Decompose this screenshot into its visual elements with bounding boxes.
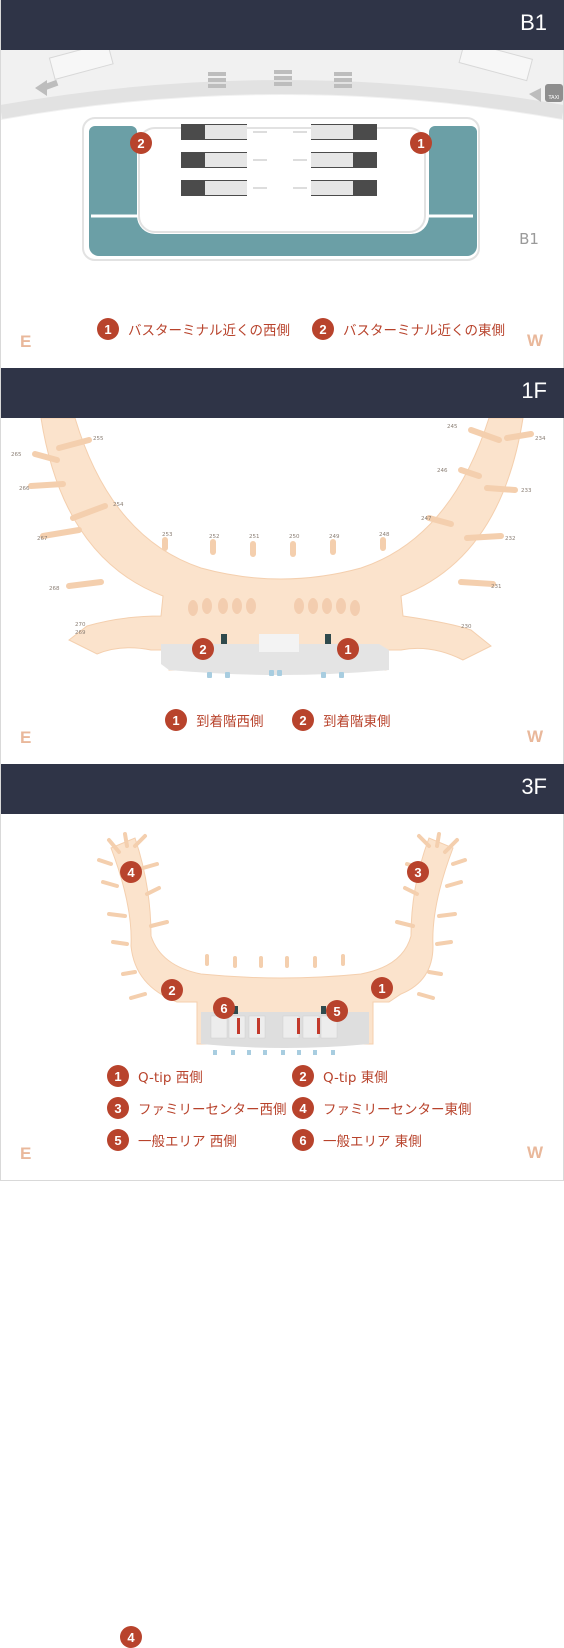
- legend-number: 6: [292, 1129, 314, 1151]
- gate-label: 252: [209, 534, 220, 540]
- b1-east-label: E: [20, 332, 32, 351]
- 1f-map: 255 265 266 254 267 268 270 269 253 252 …: [11, 418, 546, 678]
- gate-label: 230: [461, 624, 472, 630]
- 1f-marker-1[interactable]: 1: [337, 638, 359, 660]
- gate-label: 250: [289, 534, 300, 540]
- gate-label: 231: [491, 584, 502, 590]
- gate-label: 255: [93, 436, 104, 442]
- legend-text: ファミリーセンター東側: [323, 1102, 472, 1118]
- legend-number: 3: [107, 1097, 129, 1119]
- gate-label: 246: [437, 468, 448, 474]
- legend-number: 1: [97, 318, 119, 340]
- 3f-marker-2[interactable]: 2: [161, 979, 183, 1001]
- gate-label: 234: [535, 436, 546, 442]
- gate-label: 247: [421, 516, 432, 522]
- 3f-marker-4[interactable]: 4: [120, 1626, 142, 1648]
- 3f-legend-item-4[interactable]: 4 ファミリーセンター東側: [292, 1097, 472, 1119]
- legend-number: 5: [107, 1129, 129, 1151]
- 3f-legend-item-5[interactable]: 5 一般エリア 西側: [107, 1129, 237, 1151]
- b1-map: TAXI B1: [1, 50, 563, 261]
- gate-label: 266: [19, 486, 30, 492]
- legend-number: 2: [292, 1065, 314, 1087]
- taxi-icon: [545, 84, 563, 102]
- floor-1f-section: 1F 255 265 266 254 267 268 270 269: [0, 366, 564, 764]
- gate-label: 269: [75, 630, 86, 636]
- gate-label: 265: [11, 452, 22, 458]
- legend-text: バスターミナル近くの西側: [128, 323, 290, 339]
- gate-label: 232: [505, 536, 516, 542]
- b1-marker-1[interactable]: 1: [410, 132, 432, 154]
- legend-number: 4: [292, 1097, 314, 1119]
- legend-text: 到着階西側: [196, 714, 264, 730]
- floor-3f-header: 3F: [1, 764, 564, 814]
- floor-1f-title: 1F: [521, 378, 547, 403]
- floor-1f-header: 1F: [1, 368, 564, 418]
- 3f-legend-item-1[interactable]: 1 Q-tip 西側: [107, 1065, 203, 1087]
- b1-map-label: B1: [519, 230, 539, 248]
- b1-marker-2[interactable]: 2: [130, 132, 152, 154]
- gate-label: 268: [49, 586, 60, 592]
- floor-3f-title: 3F: [521, 774, 547, 799]
- gate-label: 254: [113, 502, 124, 508]
- legend-text: バスターミナル近くの東側: [343, 323, 505, 339]
- legend-number: 1: [107, 1065, 129, 1087]
- 3f-marker-5[interactable]: 5: [326, 1000, 348, 1022]
- gate-label: 233: [521, 488, 532, 494]
- b1-west-label: W: [527, 331, 544, 350]
- legend-text: Q-tip 東側: [323, 1070, 388, 1086]
- b1-legend-item-1[interactable]: 1 バスターミナル近くの西側: [97, 318, 290, 340]
- floor-b1-section: B1 TAXI B1 2 1 1: [0, 0, 564, 366]
- legend-number: 1: [165, 709, 187, 731]
- legend-text: 一般エリア 東側: [323, 1134, 422, 1150]
- 1f-marker-2[interactable]: 2: [192, 638, 214, 660]
- 3f-legend-item-6[interactable]: 6 一般エリア 東側: [292, 1129, 422, 1151]
- legend-number: 2: [312, 318, 334, 340]
- 1f-legend-item-1[interactable]: 1 到着階西側: [165, 709, 264, 731]
- gate-label: 253: [162, 532, 173, 538]
- legend-text: 到着階東側: [323, 714, 391, 730]
- gate-label: 267: [37, 536, 48, 542]
- 3f-legend-item-2[interactable]: 2 Q-tip 東側: [292, 1065, 388, 1087]
- gate-label: 251: [249, 534, 260, 540]
- floor-b1-title: B1: [520, 10, 547, 35]
- 3f-marker-6[interactable]: 6: [213, 997, 235, 1019]
- 3f-west-label: W: [527, 1143, 544, 1162]
- legend-number: 2: [292, 709, 314, 731]
- legend-text: 一般エリア 西側: [138, 1134, 237, 1150]
- 3f-marker-1[interactable]: 1: [371, 977, 393, 999]
- gate-label: 248: [379, 532, 390, 538]
- 3f-marker-3[interactable]: 3: [407, 861, 429, 883]
- 3f-legend-item-3[interactable]: 3 ファミリーセンター西側: [107, 1097, 287, 1119]
- legend-text: Q-tip 西側: [138, 1070, 203, 1086]
- 1f-east-label: E: [20, 728, 32, 747]
- floor-b1-header: B1: [1, 0, 564, 50]
- gate-label: 245: [447, 424, 458, 430]
- 3f-east-label: E: [20, 1144, 32, 1163]
- gate-label: 270: [75, 622, 86, 628]
- floor-3f-section: 3F 4 4 3 2 1 6 5 1 Q-tip 西側 2 Q-tip 東側: [0, 764, 564, 1648]
- 3f-map: [97, 832, 467, 1055]
- gate-label: 249: [329, 534, 340, 540]
- legend-text: ファミリーセンター西側: [138, 1102, 287, 1118]
- 3f-marker-4[interactable]: 4: [120, 861, 142, 883]
- taxi-label: TAXI: [548, 95, 560, 101]
- b1-legend-item-2[interactable]: 2 バスターミナル近くの東側: [312, 318, 505, 340]
- 1f-west-label: W: [527, 727, 544, 746]
- 1f-legend-item-2[interactable]: 2 到着階東側: [292, 709, 391, 731]
